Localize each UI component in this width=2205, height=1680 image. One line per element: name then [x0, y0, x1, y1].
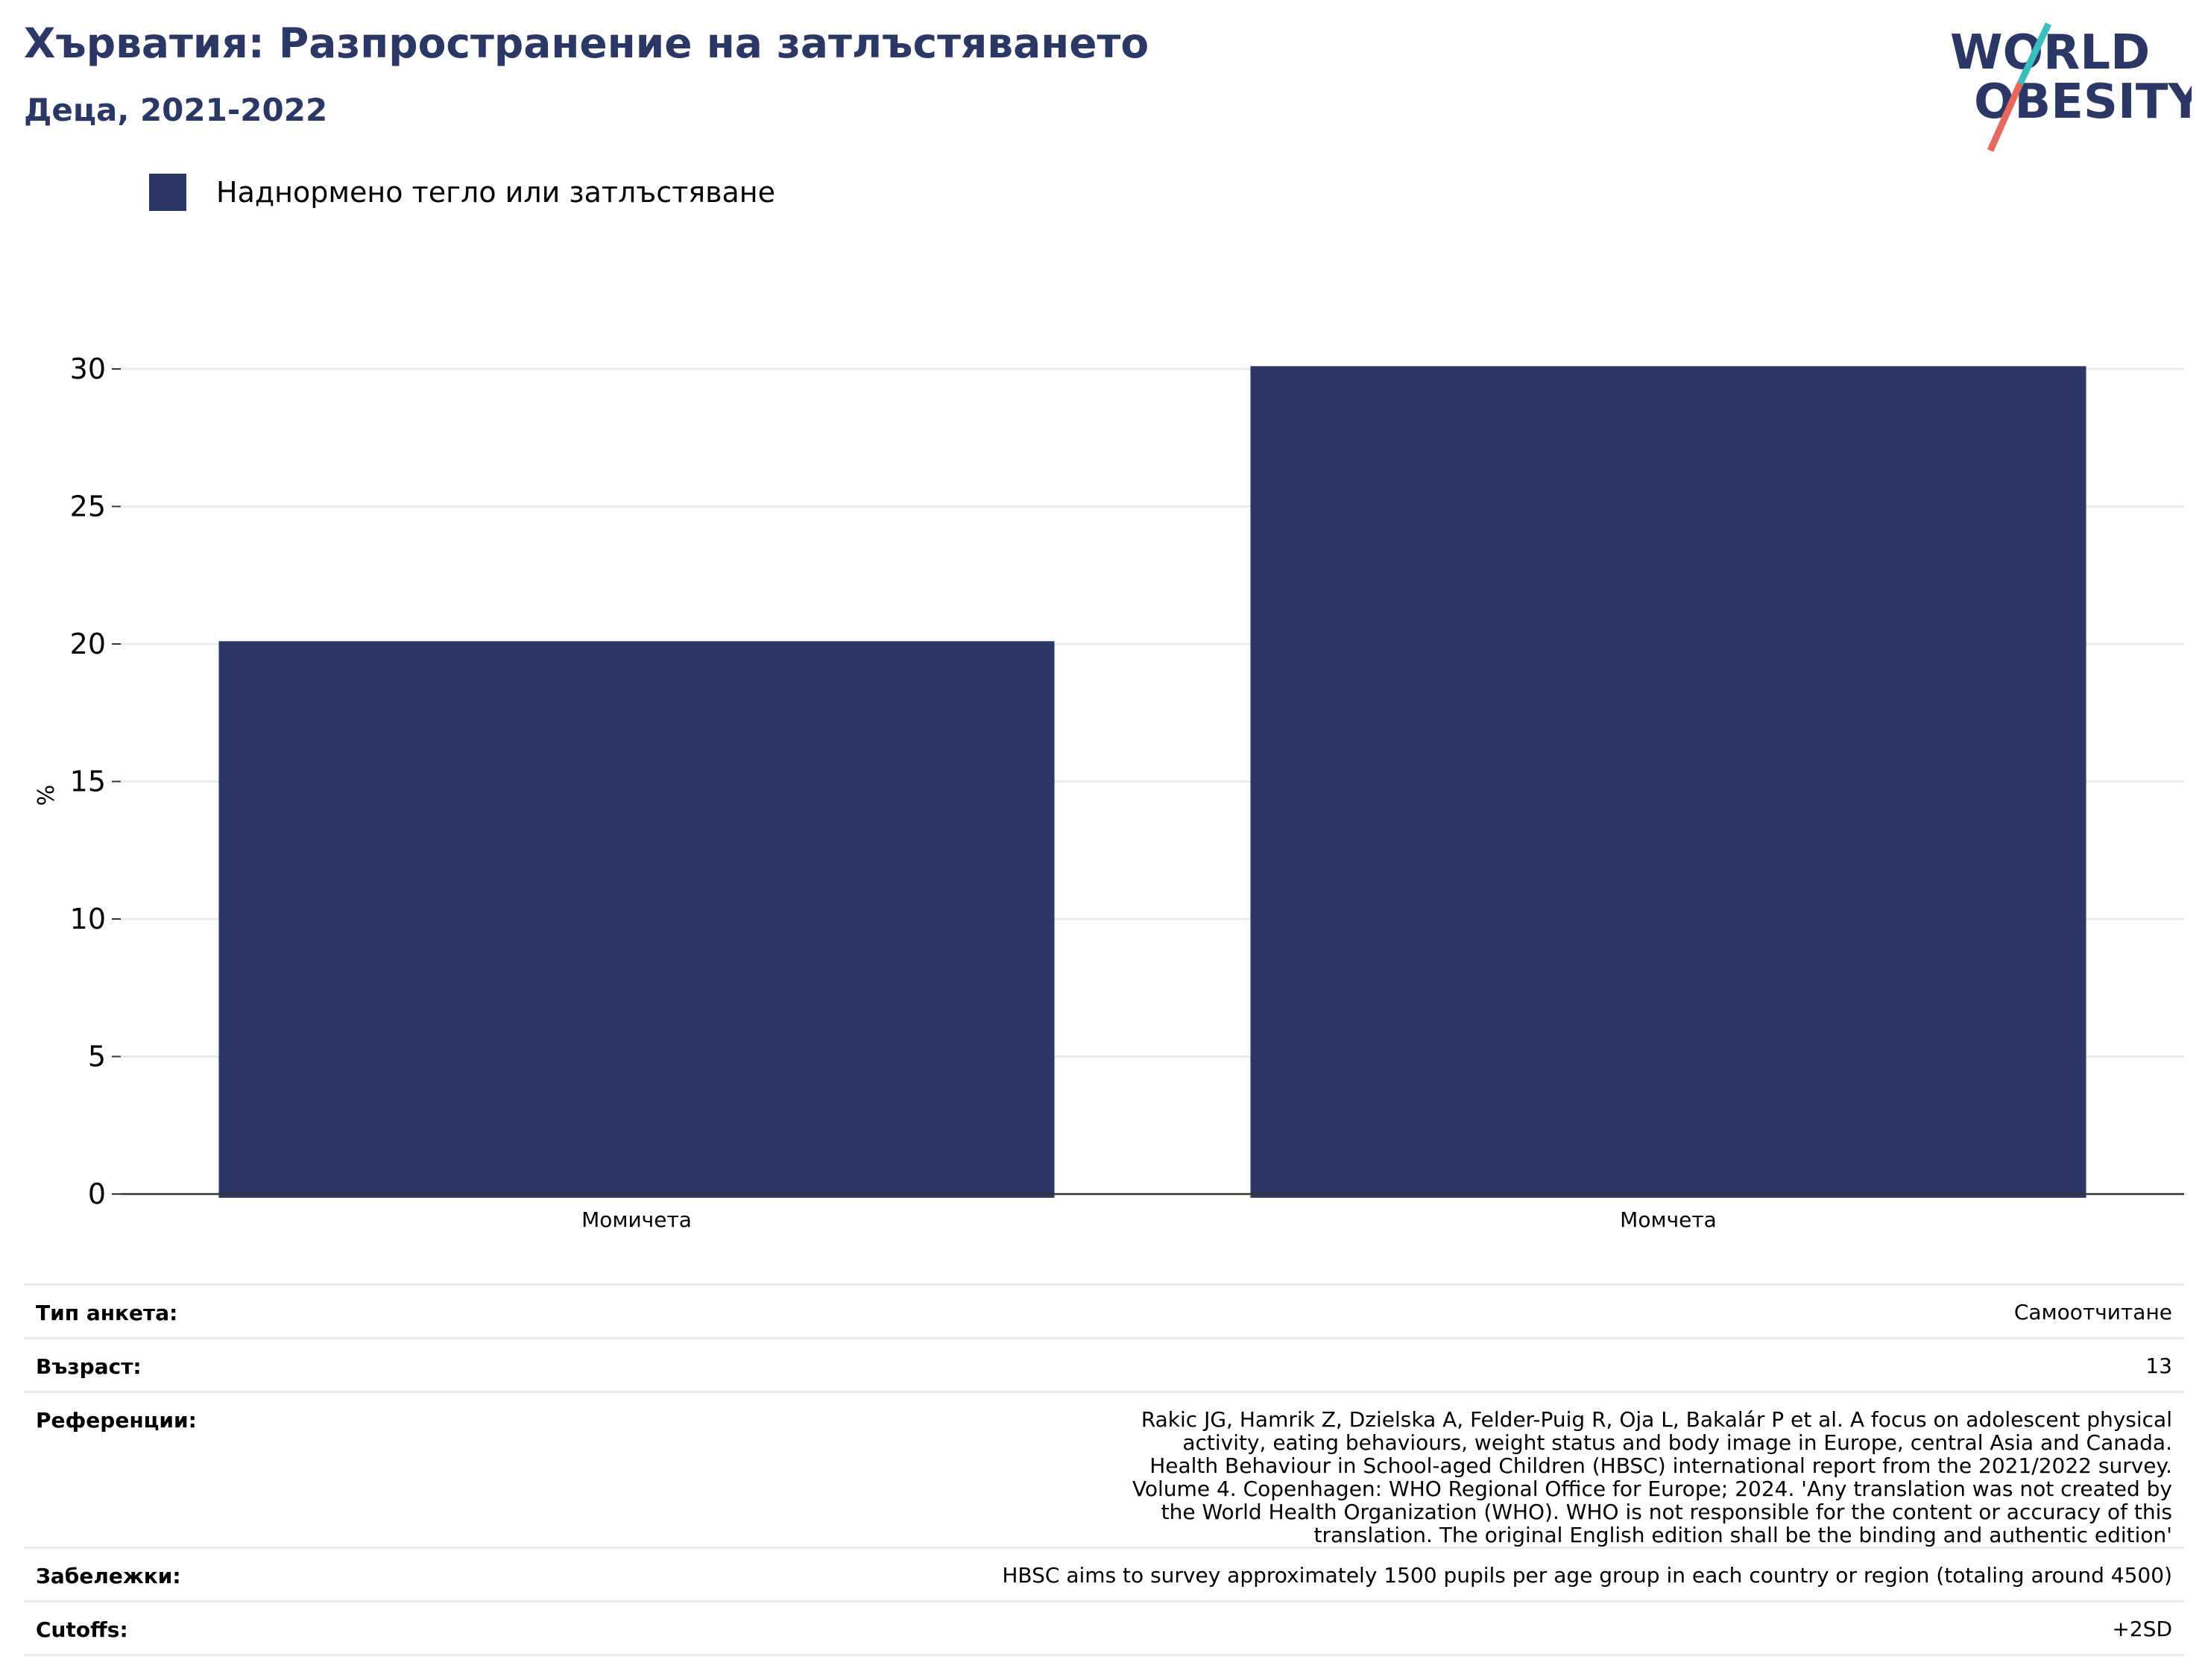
- x-tick-label: Момичета: [581, 1207, 692, 1232]
- info-key: Референции:: [24, 1391, 558, 1549]
- legend: Наднормено тегло или затлъстяване: [149, 173, 775, 212]
- legend-swatch: [149, 174, 186, 211]
- y-tick-label: 5: [88, 1040, 106, 1073]
- y-axis-label: %: [34, 785, 60, 806]
- info-row-references: Референции: Rakic JG, Hamrik Z, Dzielska…: [24, 1391, 2184, 1549]
- info-value: 13: [558, 1337, 2184, 1393]
- y-tick-label: 15: [70, 765, 106, 798]
- y-tick-label: 0: [88, 1178, 106, 1210]
- y-tick-label: 10: [70, 903, 106, 935]
- chart-subtitle: Деца, 2021-2022: [24, 92, 328, 128]
- info-value: Самоотчитане: [558, 1283, 2184, 1339]
- legend-label: Наднормено тегло или затлъстяване: [216, 176, 775, 209]
- info-value: Rakic JG, Hamrik Z, Dzielska A, Felder-P…: [558, 1391, 2184, 1549]
- bar-chart: 0 5 10 15 20 25 30% Момичета Момчета: [34, 353, 2184, 1232]
- info-row-notes: Забележки: HBSC aims to survey approxima…: [24, 1547, 2184, 1602]
- y-tick-label: 20: [70, 628, 106, 660]
- info-value: +2SD: [558, 1600, 2184, 1656]
- info-key: Cutoffs:: [24, 1600, 558, 1656]
- y-tick-label: 30: [70, 353, 106, 385]
- world-obesity-logo: WORLD OBESITY: [1950, 22, 2192, 152]
- bar: [1250, 366, 2086, 1198]
- logo-slash-bottom: [1987, 82, 2024, 152]
- info-value: HBSC aims to survey approximately 1500 p…: [558, 1547, 2184, 1602]
- info-key: Тип анкета:: [24, 1283, 558, 1339]
- info-key: Възраст:: [24, 1337, 558, 1393]
- y-tick-label: 25: [70, 490, 106, 523]
- bar: [218, 641, 1055, 1198]
- logo-slash-top: [2016, 22, 2052, 85]
- x-tick-label: Момчета: [1620, 1207, 1717, 1232]
- chart-title: Хърватия: Разпространение на затлъстяван…: [24, 19, 1149, 67]
- info-row-survey-type: Тип анкета: Самоотчитане: [24, 1283, 2184, 1339]
- info-row-age: Възраст: 13: [24, 1337, 2184, 1393]
- info-table: Тип анкета: Самоотчитане Възраст: 13 Реф…: [24, 1283, 2184, 1656]
- info-key: Забележки:: [24, 1547, 558, 1602]
- logo-text-world: WORLD: [1950, 25, 2150, 80]
- info-row-cutoffs: Cutoffs: +2SD: [24, 1600, 2184, 1656]
